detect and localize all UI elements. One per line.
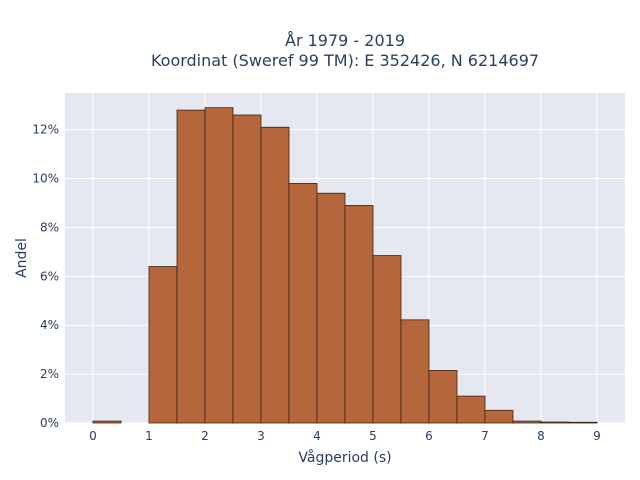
histogram-bar-5: [260, 126, 290, 424]
histogram-bar-0: [92, 420, 122, 424]
x-axis-title: Vågperiod (s): [298, 449, 391, 466]
histogram-bar-16: [568, 421, 598, 424]
histogram-bar-14: [512, 420, 542, 424]
histogram-bar-8: [344, 205, 374, 424]
y-tick-label: 10%: [32, 172, 59, 186]
histogram-bar-11: [428, 370, 458, 424]
chart-subtitle: Koordinat (Sweref 99 TM): E 352426, N 62…: [151, 51, 539, 70]
y-axis-title: Andel: [14, 238, 30, 278]
x-axis-ticks: 0 1 2 3 4 5 6 7 8 9: [89, 429, 601, 443]
x-tick-label: 6: [425, 429, 433, 443]
y-tick-label: 8%: [40, 220, 59, 234]
bars: [92, 107, 598, 424]
y-tick-label: 4%: [40, 318, 59, 332]
histogram-bar-7: [316, 192, 346, 424]
y-tick-label: 2%: [40, 367, 59, 381]
y-tick-label: 0%: [40, 416, 59, 430]
x-tick-label: 0: [89, 429, 97, 443]
histogram-bar-3: [204, 107, 234, 424]
histogram-bar-10: [400, 319, 430, 424]
x-tick-label: 4: [313, 429, 321, 443]
y-axis-ticks: 0% 2% 4% 6% 8% 10% 12%: [32, 123, 59, 430]
x-tick-label: 8: [537, 429, 545, 443]
x-tick-label: 9: [593, 429, 601, 443]
histogram-bar-13: [484, 409, 514, 424]
y-tick-label: 12%: [32, 123, 59, 137]
x-tick-label: 2: [201, 429, 209, 443]
histogram-bar-1: [148, 266, 178, 424]
histogram-bar-2: [176, 109, 206, 424]
y-tick-label: 6%: [40, 269, 59, 283]
x-tick-label: 3: [257, 429, 265, 443]
histogram-bar-4: [232, 114, 262, 424]
histogram-bar-12: [456, 395, 486, 424]
histogram-bar-15: [540, 421, 570, 424]
histogram-bar-9: [372, 255, 402, 424]
x-tick-label: 5: [369, 429, 377, 443]
chart-title: År 1979 - 2019: [285, 31, 405, 50]
histogram-bar-6: [288, 183, 318, 424]
x-tick-label: 1: [145, 429, 153, 443]
x-tick-label: 7: [481, 429, 489, 443]
